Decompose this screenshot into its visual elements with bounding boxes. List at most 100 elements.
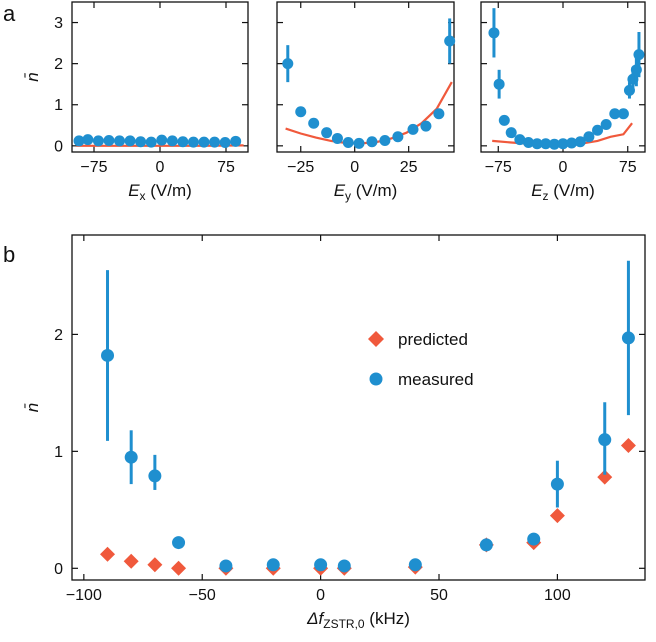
measured-point <box>617 108 629 120</box>
x-axis-label: Ey (V/m) <box>334 181 398 203</box>
x-tick-label: 75 <box>619 159 637 176</box>
panel-Ez: −75 0 75 Ez (V/m) <box>480 1 646 203</box>
measured-point <box>114 135 126 147</box>
panel-letter-a: a <box>3 1 16 26</box>
x-tick-label: −25 <box>287 159 314 176</box>
legend-measured-marker <box>369 372 383 386</box>
measured-point <box>488 27 500 39</box>
measured-point <box>148 469 162 483</box>
measured-point <box>498 114 510 126</box>
y-tick-label: 3 <box>54 15 63 32</box>
x-axis-label: Ex (V/m) <box>128 181 192 203</box>
predicted-point <box>147 557 163 573</box>
legend-predicted-marker <box>368 331 384 347</box>
measured-point <box>574 136 586 148</box>
y-tick-label: 1 <box>54 97 63 114</box>
panel-Ex: −75 0 75 0 1 2 3 Ex (V/m) n̄ <box>23 1 249 203</box>
measured-point <box>314 558 328 572</box>
y-tick-label: 0 <box>54 561 63 578</box>
measured-point <box>407 123 419 135</box>
measured-point <box>219 559 233 573</box>
measured-point <box>379 134 391 146</box>
y-tick-label: 2 <box>54 327 63 344</box>
legend-label-measured: measured <box>398 370 474 389</box>
measured-point <box>392 131 404 143</box>
measured-point <box>548 138 560 150</box>
axes-frame <box>71 234 646 581</box>
measured-point <box>522 137 534 149</box>
x-tick-label: −75 <box>485 159 512 176</box>
y-tick-label: 2 <box>54 56 63 73</box>
measured-point <box>73 135 85 147</box>
panel-b: −100 −50 0 50 100 0 1 2 ΔfZSTR,0 (kHz) n̄ predicte… <box>23 234 646 631</box>
x-axis-label: Ez (V/m) <box>531 181 595 203</box>
measured-point <box>124 450 138 464</box>
predicted-point <box>597 469 613 485</box>
measured-point <box>583 131 595 143</box>
x-tick-label: 0 <box>559 159 568 176</box>
measured-point <box>540 138 552 150</box>
measured-point <box>557 138 569 150</box>
measured-point <box>420 120 432 132</box>
legend-label-predicted: predicted <box>398 330 468 349</box>
x-tick-label: 50 <box>430 587 448 604</box>
measured-point <box>600 118 612 130</box>
measured-point <box>353 137 365 149</box>
x-tick-label: −75 <box>80 159 107 176</box>
measured-point <box>505 127 517 139</box>
measured-point <box>433 108 445 120</box>
measured-point <box>156 134 168 146</box>
predicted-point <box>123 553 139 569</box>
measured-point <box>479 538 493 552</box>
measured-point <box>337 559 351 573</box>
measured-point <box>566 137 578 149</box>
predicted-point <box>100 546 116 562</box>
y-tick-label: 0 <box>54 138 63 155</box>
plot-area <box>285 81 453 145</box>
measured-point <box>219 137 231 149</box>
measured-point <box>172 536 186 550</box>
measured-point <box>592 124 604 136</box>
measured-point <box>187 136 199 148</box>
x-tick-label: 0 <box>316 587 325 604</box>
measured-point <box>408 558 422 572</box>
x-tick-label: 25 <box>400 159 418 176</box>
x-tick-label: 0 <box>350 159 359 176</box>
x-tick-label: 0 <box>156 159 165 176</box>
measured-point <box>609 108 621 120</box>
axes-frame <box>480 1 646 153</box>
measured-point <box>92 135 104 147</box>
measured-point <box>295 106 307 118</box>
measured-point <box>321 127 333 139</box>
x-tick-label: 100 <box>544 587 571 604</box>
x-tick-label: −100 <box>66 587 102 604</box>
x-tick-label: 75 <box>217 159 235 176</box>
measured-point <box>514 134 526 146</box>
measured-point <box>101 348 115 362</box>
measured-point <box>282 58 294 70</box>
measured-point <box>209 136 221 148</box>
measured-point <box>308 117 320 129</box>
predicted-point <box>620 438 636 454</box>
measured-point <box>266 558 280 572</box>
y-axis-label: n̄ <box>23 72 42 81</box>
measured-point <box>103 134 115 146</box>
measured-point <box>444 35 456 47</box>
measured-point <box>124 135 136 147</box>
x-axis-label: ΔfZSTR,0 (kHz) <box>306 609 410 631</box>
measured-point <box>493 78 505 90</box>
axes-frame <box>276 1 455 153</box>
measured-point <box>198 136 210 148</box>
measured-point <box>230 135 242 147</box>
axes-frame <box>71 1 249 153</box>
measured-point <box>177 136 189 148</box>
predicted-point <box>549 508 565 524</box>
measured-point <box>82 134 94 146</box>
predicted-line <box>285 81 453 145</box>
measured-point <box>531 138 543 150</box>
panel-letter-b: b <box>3 242 15 267</box>
y-axis-label: n̄ <box>23 403 42 412</box>
